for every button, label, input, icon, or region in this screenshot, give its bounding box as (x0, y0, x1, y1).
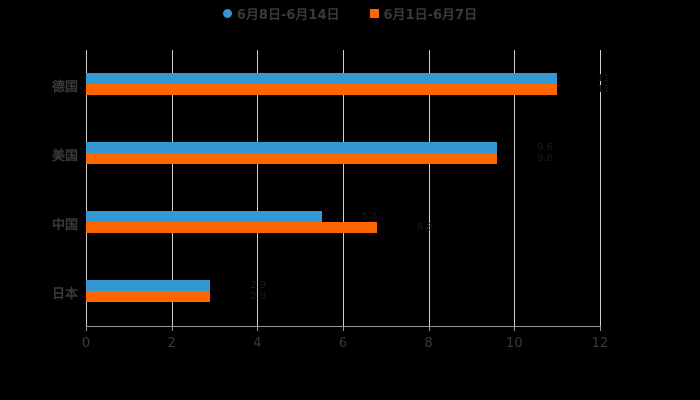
x-tick-label: 12 (591, 336, 609, 351)
bar-week1[interactable] (86, 153, 498, 164)
x-tick (428, 326, 430, 331)
data-label: 2.9 (250, 280, 267, 291)
legend-label: 6月1日-6月7日 (383, 7, 478, 23)
gridline (514, 50, 516, 326)
gridline (428, 50, 430, 326)
category-label: 日本 (51, 287, 78, 302)
x-tick (343, 326, 344, 331)
bar-week2[interactable] (86, 73, 558, 84)
bar-week2[interactable] (86, 142, 498, 153)
bar-week1[interactable] (86, 222, 378, 233)
bar-week1[interactable] (86, 291, 211, 302)
gridline (343, 50, 344, 326)
x-axis (86, 326, 601, 327)
data-label: 11 (597, 84, 610, 95)
bar-week2[interactable] (86, 211, 322, 222)
data-label: 6.8 (417, 222, 434, 233)
category-label: 美国 (51, 149, 78, 164)
bar-week1[interactable] (86, 84, 558, 95)
legend-item-week1[interactable]: 6月1日-6月7日 (369, 4, 478, 23)
x-tick-label: 10 (506, 336, 523, 351)
x-tick (257, 326, 259, 331)
gridline (86, 50, 87, 326)
data-label: 2.9 (250, 291, 267, 302)
bar-week2[interactable] (86, 280, 211, 291)
gridline (257, 50, 259, 326)
legend-square-icon (369, 8, 379, 18)
x-tick (514, 326, 516, 331)
gridline (600, 50, 601, 326)
x-tick (600, 326, 601, 331)
x-tick-label: 8 (424, 336, 433, 351)
x-tick-label: 6 (338, 336, 348, 351)
gridline (171, 50, 173, 326)
legend-label: 6月8日-6月14日 (236, 7, 340, 23)
x-tick (171, 326, 173, 331)
x-tick (86, 326, 87, 331)
data-label: 9.6 (537, 142, 554, 153)
data-label: 11 (597, 73, 610, 84)
category-label: 德国 (51, 80, 78, 95)
chart-legend: 6月8日-6月14日 6月1日-6月7日 (0, 4, 700, 23)
x-tick-label: 4 (253, 336, 262, 351)
data-label: 5.5 (361, 211, 378, 222)
x-tick-label: 0 (81, 336, 91, 351)
x-tick-label: 2 (167, 336, 176, 351)
data-label: 9.6 (537, 153, 554, 164)
category-label: 中国 (51, 218, 78, 233)
legend-circle-icon (222, 8, 232, 18)
legend-item-week2[interactable]: 6月8日-6月14日 (222, 4, 340, 23)
